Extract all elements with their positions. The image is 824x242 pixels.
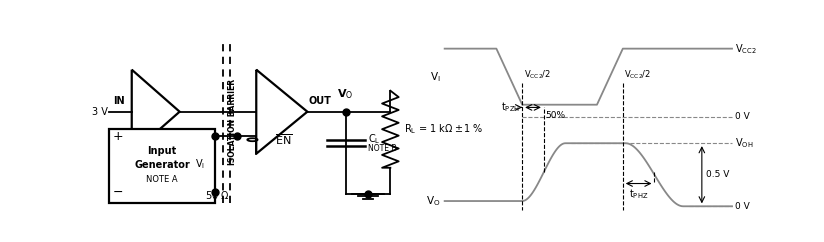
Text: 0 V: 0 V <box>734 113 749 121</box>
Text: ISOLATION BARRIER: ISOLATION BARRIER <box>228 79 237 165</box>
Text: V$_{\mathsf{OH}}$: V$_{\mathsf{OH}}$ <box>734 136 753 150</box>
Text: V$_{\mathsf{O}}$: V$_{\mathsf{O}}$ <box>426 194 441 208</box>
Text: 0 V: 0 V <box>734 202 749 211</box>
Text: t$_{\mathsf{PZH}}$: t$_{\mathsf{PZH}}$ <box>501 100 520 114</box>
Text: 0.5 V: 0.5 V <box>705 170 729 179</box>
Text: C$_{\mathsf{L}}$: C$_{\mathsf{L}}$ <box>368 133 381 146</box>
Text: +: + <box>113 130 124 143</box>
Text: Input: Input <box>147 146 176 156</box>
Text: 50 $\Omega$: 50 $\Omega$ <box>205 189 230 201</box>
Text: V$_{\mathsf{CC2}}$/2: V$_{\mathsf{CC2}}$/2 <box>624 68 651 81</box>
Text: V$_{\mathsf{CC2}}$: V$_{\mathsf{CC2}}$ <box>734 42 756 56</box>
Text: t$_{\mathsf{PHZ}}$: t$_{\mathsf{PHZ}}$ <box>629 187 648 201</box>
Text: $\overline{\mathrm{EN}}$: $\overline{\mathrm{EN}}$ <box>275 132 293 147</box>
Text: V$_{\mathsf{I}}$: V$_{\mathsf{I}}$ <box>430 70 441 83</box>
Text: 50%: 50% <box>545 111 566 120</box>
Text: OUT: OUT <box>309 96 332 106</box>
Bar <box>110 129 215 203</box>
Text: NOTE A: NOTE A <box>146 175 178 184</box>
Text: 3 V: 3 V <box>91 107 107 117</box>
Text: Generator: Generator <box>134 160 190 170</box>
Text: IN: IN <box>114 96 125 106</box>
Text: −: − <box>113 186 123 199</box>
Text: V$_{\mathsf{CC2}}$/2: V$_{\mathsf{CC2}}$/2 <box>523 68 550 81</box>
Text: R$_{\mathsf{L}}$ = 1 k$\Omega$ ±1 %: R$_{\mathsf{L}}$ = 1 k$\Omega$ ±1 % <box>404 122 483 136</box>
Text: V$_{\mathsf{I}}$: V$_{\mathsf{I}}$ <box>195 157 205 171</box>
Text: NOTE B: NOTE B <box>368 144 396 153</box>
Text: V$_{\mathsf{O}}$: V$_{\mathsf{O}}$ <box>338 88 353 101</box>
